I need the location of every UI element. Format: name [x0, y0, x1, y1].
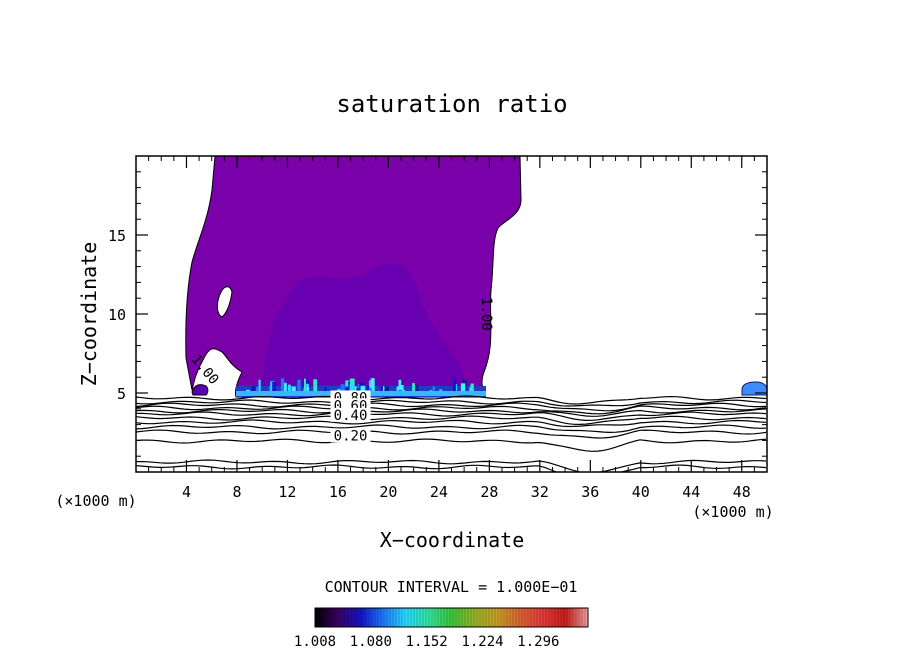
- x-tick-label: 8: [232, 483, 241, 501]
- cloud-core-region: [262, 263, 470, 392]
- colorbar-tick-label: 1.008: [294, 634, 336, 650]
- contour-label: 0.40: [334, 408, 368, 424]
- y-ticks: 5 10 15: [108, 171, 767, 457]
- y-axis-label: Z−coordinate: [77, 242, 101, 387]
- contour-line: [136, 415, 767, 426]
- contour-label: 1.00: [478, 297, 494, 331]
- contour-line: [136, 408, 767, 417]
- cloud-hole: [216, 286, 233, 318]
- x-tick-label: 4: [182, 483, 191, 501]
- x-unit-left: (×1000 m): [55, 492, 136, 510]
- base-band-streak: [284, 382, 287, 396]
- x-tick-label: 16: [329, 483, 347, 501]
- contour-line: [136, 411, 767, 422]
- contour-line: [136, 395, 767, 405]
- base-band-streak: [349, 384, 355, 396]
- contour-line: [136, 399, 767, 407]
- contour-line: [136, 402, 767, 412]
- x-ticks: 4 8 12 16 20 24 28 32 36 40 44 48: [148, 156, 755, 501]
- x-tick-label: 40: [632, 483, 650, 501]
- contour-line: [136, 429, 767, 439]
- contour-label-bg: [330, 407, 371, 422]
- base-band-streak: [415, 385, 419, 396]
- base-band-streak: [460, 383, 466, 396]
- y-tick-label: 5: [117, 385, 126, 403]
- base-band-streak: [370, 378, 375, 396]
- colorbar-tick-label: 1.152: [406, 634, 448, 650]
- base-band-streak: [297, 379, 301, 396]
- base-band-streak: [258, 379, 261, 396]
- colorbar-tick-label: 1.080: [350, 634, 392, 650]
- x-tick-label: 48: [733, 483, 751, 501]
- contour-lines: [136, 395, 767, 472]
- base-band-streak: [306, 383, 309, 396]
- chart-title: saturation ratio: [336, 90, 567, 118]
- x-tick-label: 20: [379, 483, 397, 501]
- colorbar-bar: [314, 607, 589, 628]
- base-band-streak: [380, 385, 383, 396]
- x-tick-label: 12: [278, 483, 296, 501]
- x-unit-right: (×1000 m): [692, 503, 773, 521]
- contour-label: 0.20: [334, 428, 368, 444]
- x-tick-label: 32: [531, 483, 549, 501]
- left-cloud-patch: [191, 384, 209, 396]
- contour-line: [136, 424, 767, 434]
- contour-line: [136, 419, 767, 428]
- contour-interval-text: CONTOUR INTERVAL = 1.000E−01: [325, 578, 578, 596]
- y-tick-label: 15: [108, 227, 126, 245]
- contour-label-bg: [330, 428, 371, 443]
- base-band-streak: [304, 378, 306, 396]
- colorbar-tick-label: 1.224: [461, 634, 503, 650]
- base-band-streak: [452, 378, 456, 396]
- base-band-streak: [470, 383, 474, 396]
- base-band-streak: [340, 384, 345, 396]
- contour-line: [136, 438, 767, 452]
- base-band-streak: [288, 384, 291, 396]
- x-tick-label: 28: [480, 483, 498, 501]
- colorbar-tick-labels: 1.008 1.080 1.152 1.224 1.296: [294, 634, 560, 650]
- base-band-streak: [280, 378, 285, 396]
- base-band-streak: [313, 379, 318, 396]
- x-tick-label: 36: [581, 483, 599, 501]
- y-tick-label: 10: [108, 306, 126, 324]
- x-tick-label: 44: [682, 483, 700, 501]
- contour-line: [136, 405, 767, 415]
- x-axis-label: X−coordinate: [380, 528, 525, 552]
- x-tick-label: 24: [430, 483, 448, 501]
- colorbar-tick-label: 1.296: [517, 634, 559, 650]
- colorbar: 1.008 1.080 1.152 1.224 1.296: [294, 607, 589, 650]
- base-band-streak: [412, 383, 415, 396]
- colorbar-stripes: [317, 608, 586, 627]
- base-band-streak: [272, 381, 276, 396]
- contour-line: [136, 459, 767, 472]
